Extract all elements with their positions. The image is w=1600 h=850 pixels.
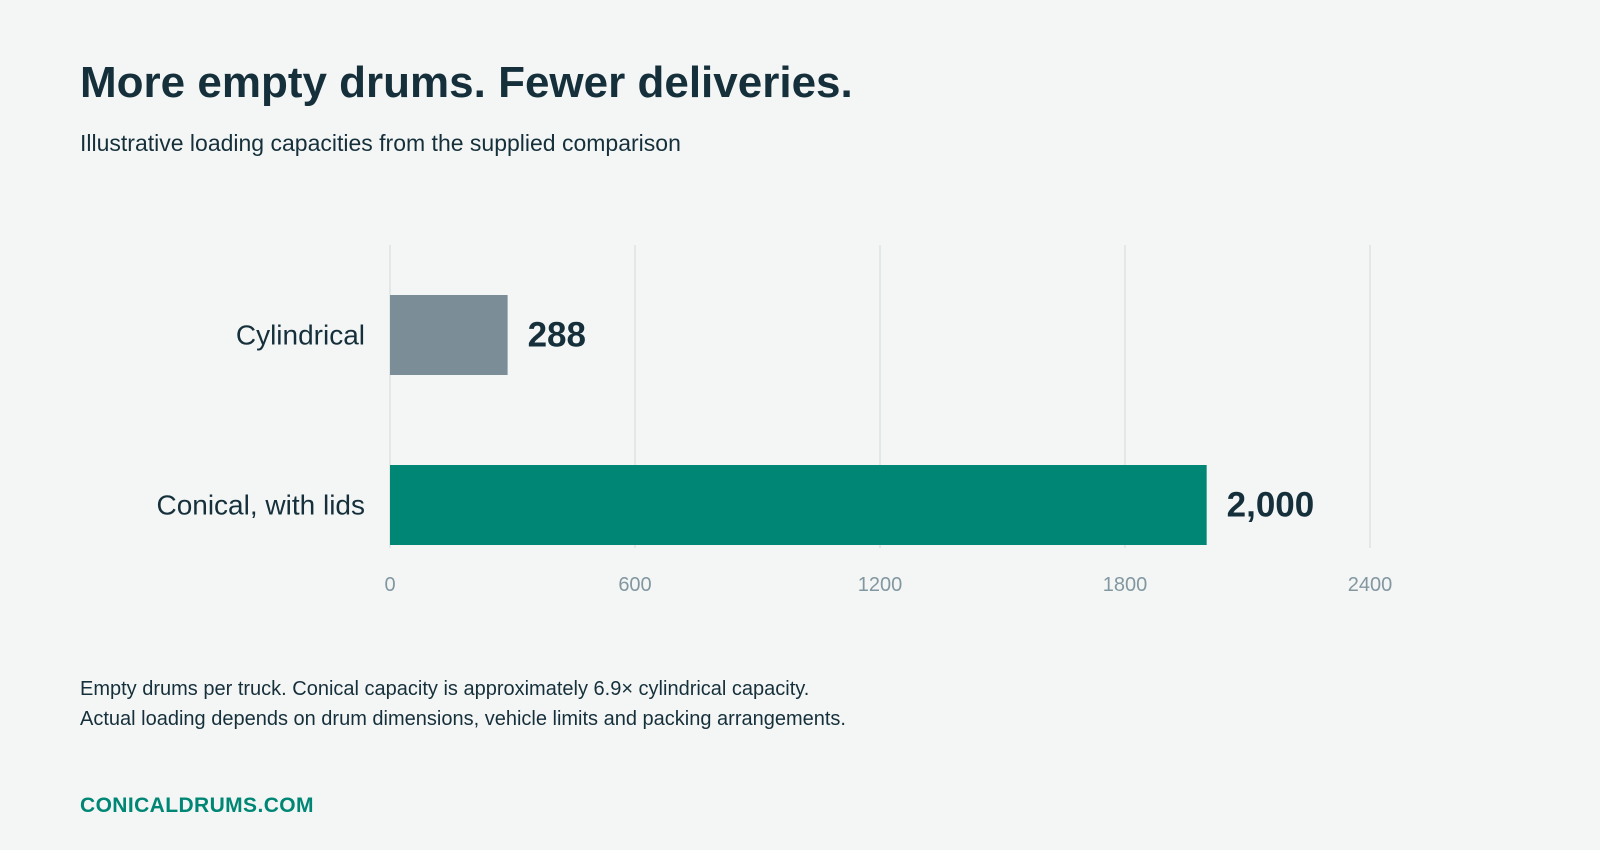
category-label: Cylindrical	[236, 320, 365, 351]
data-label: 288	[528, 316, 586, 355]
brand-link[interactable]: CONICALDRUMS.COM	[80, 794, 314, 817]
footnote-line-2: Actual loading depends on drum dimension…	[80, 708, 846, 730]
x-tick-label: 1800	[1103, 574, 1148, 596]
chart-subtitle: Illustrative loading capacities from the…	[80, 130, 681, 156]
chart-title: More empty drums. Fewer deliveries.	[80, 58, 853, 107]
footnote-line-1: Empty drums per truck. Conical capacity …	[80, 678, 810, 700]
x-tick-label: 600	[618, 574, 651, 596]
bar	[390, 465, 1207, 545]
category-label: Conical, with lids	[156, 490, 365, 521]
x-tick-label: 0	[384, 574, 395, 596]
x-tick-label: 1200	[858, 574, 903, 596]
data-label: 2,000	[1227, 486, 1315, 525]
footnote: Empty drums per truck. Conical capacity …	[80, 674, 846, 734]
bar-chart: 0 600 1200 1800 2400 Cylindrical 288 Conical, w…	[156, 245, 1393, 596]
x-tick-label: 2400	[1348, 574, 1393, 596]
bar	[390, 295, 508, 375]
